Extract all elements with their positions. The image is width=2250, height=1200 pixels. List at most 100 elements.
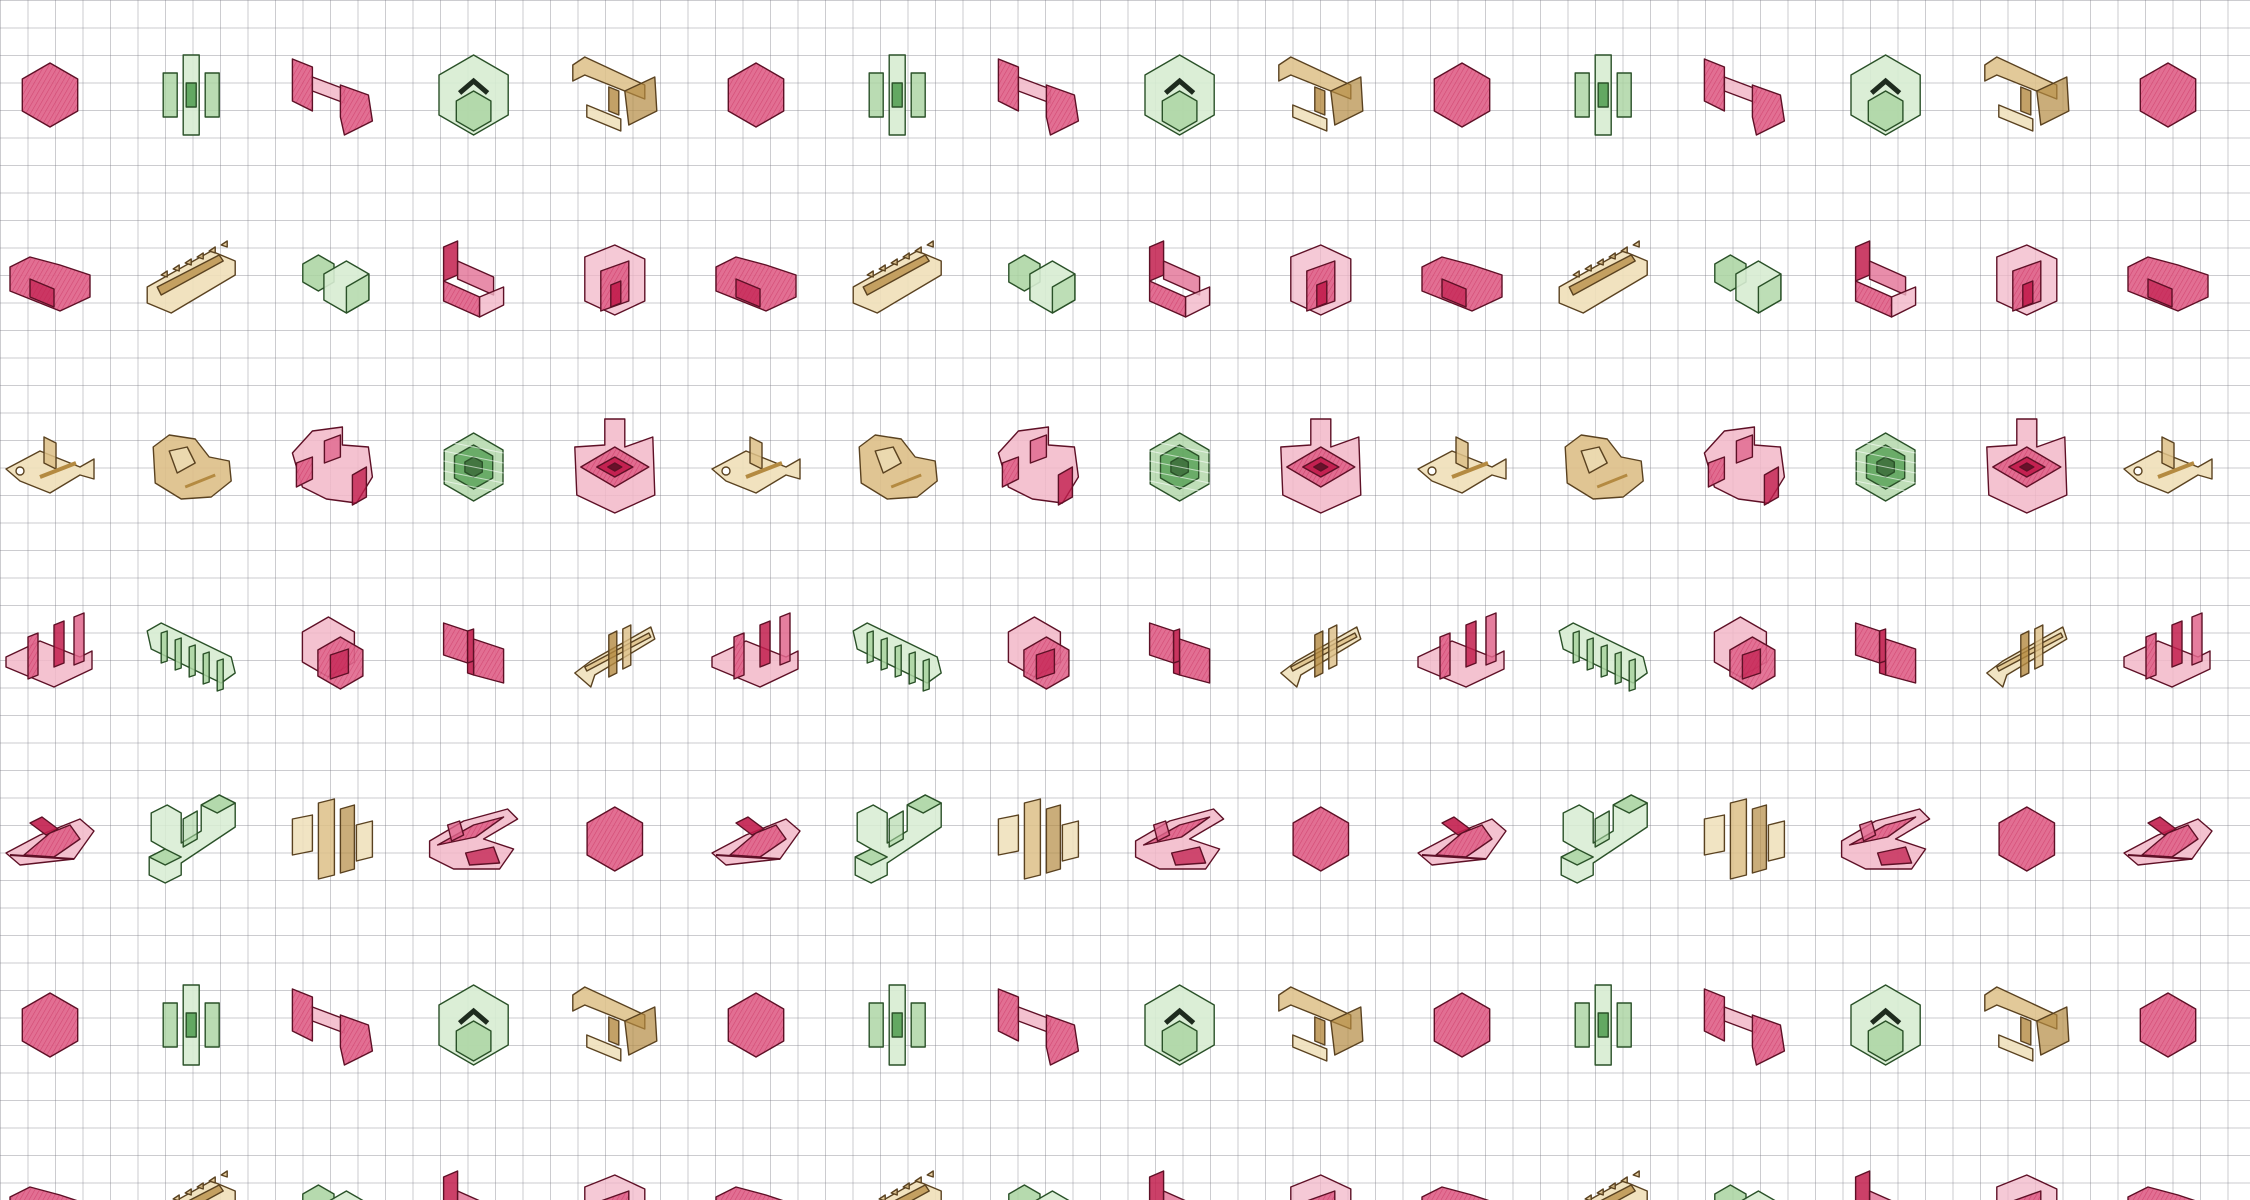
glyph-step-block-crimson (1854, 240, 1917, 318)
glyph-step-block-crimson (442, 240, 505, 318)
glyph-chevron-hex-green (438, 54, 509, 136)
glyph-hexagon-crimson (727, 992, 785, 1058)
glyph-twin-hex-green (1008, 1184, 1070, 1200)
glyph-flat-fan-crimson (1417, 816, 1507, 866)
glyph-chevron-hex-green (1850, 54, 1921, 136)
glyph-bridge-crimson (1703, 988, 1786, 1066)
glyph-blob-tan (152, 434, 232, 500)
glyph-wedge-crimson (9, 256, 91, 312)
glyph-mesh-block-crimson (584, 244, 646, 316)
glyph-cluster-crimson (1703, 426, 1786, 506)
glyph-slab-tan (172, 1170, 236, 1200)
glyph-hexagon-crimson (586, 806, 644, 872)
glyph-slab-tan (1558, 240, 1648, 314)
glyph-wedge-crimson (1421, 256, 1503, 312)
glyph-hexagon-crimson (727, 62, 785, 128)
glyph-mesh-block-crimson (584, 1174, 646, 1200)
glyph-comb-green (1558, 622, 1648, 692)
glyph-step-block-crimson (1854, 1170, 1892, 1200)
glyph-wedge-crimson (715, 256, 797, 312)
glyph-zigzag-green (148, 794, 236, 884)
glyph-columns-tan (997, 798, 1080, 880)
glyph-chevron-hex-green (1144, 54, 1215, 136)
glyph-chevron-hex-green (1850, 984, 1921, 1066)
glyph-mesh-block-crimson (1290, 244, 1352, 316)
glyph-cluster-crimson (997, 426, 1080, 506)
glyph-towers-crimson (711, 612, 799, 688)
glyph-bridge-crimson (997, 988, 1080, 1066)
glyph-split-block-crimson (442, 622, 505, 684)
glyph-cactus-green (1574, 54, 1632, 136)
glyph-twin-hex-green (302, 1184, 364, 1200)
glyph-wedge-crimson (2127, 1186, 2196, 1200)
glyph-nested-hex-crimson (1007, 616, 1070, 690)
glyph-flower-green (443, 432, 504, 502)
glyph-flower-green (1149, 432, 1210, 502)
glyph-twin-hex-green (1714, 1184, 1776, 1200)
glyph-nested-hex-crimson (301, 616, 364, 690)
glyph-lattice-tan (1280, 624, 1362, 688)
glyph-bridge-crimson (997, 58, 1080, 136)
glyph-bridge-crimson (291, 988, 374, 1066)
glyph-columns-tan (291, 798, 374, 880)
glyph-wedge-crimson (9, 1186, 78, 1200)
glyph-hexagon-crimson (21, 992, 79, 1058)
glyph-cactus-green (162, 984, 220, 1066)
glyph-lattice-tan (1986, 624, 2068, 688)
glyph-lattice-tan (574, 624, 656, 688)
glyph-zigzag-green (854, 794, 942, 884)
glyph-hexagon-crimson (1998, 806, 2056, 872)
glyph-blob-tan (858, 434, 938, 500)
glyph-cactus-green (868, 984, 926, 1066)
glyph-step-block-crimson (1148, 1170, 1186, 1200)
glyph-towers-crimson (5, 612, 93, 688)
glyph-flat-fan-crimson (5, 816, 95, 866)
glyph-slab-tan (852, 240, 942, 314)
glyph-stairs-tan (1984, 56, 2070, 132)
glyph-chevron-hex-green (438, 984, 509, 1066)
glyph-towers-crimson (1417, 612, 1505, 688)
glyph-twin-hex-green (1714, 254, 1782, 314)
glyph-radiant-crimson (1280, 418, 1362, 514)
glyph-cluster-crimson (291, 426, 374, 506)
glyph-flower-green (1855, 432, 1916, 502)
glyph-stairs-tan (1278, 56, 1364, 132)
glyph-twin-hex-green (302, 254, 370, 314)
glyph-wedge-crimson (715, 1186, 784, 1200)
glyph-hexagon-crimson (2139, 992, 2197, 1058)
glyph-split-block-crimson (1148, 622, 1211, 684)
glyph-step-block-crimson (1148, 240, 1211, 318)
glyph-step-block-crimson (442, 1170, 480, 1200)
glyph-fish-tan (1417, 436, 1507, 494)
glyph-radiant-crimson (574, 418, 656, 514)
glyph-flat-fan-crimson (2123, 816, 2213, 866)
glyph-cactus-green (1574, 984, 1632, 1066)
glyph-slab-tan (1584, 1170, 1648, 1200)
glyph-mesh-block-crimson (1290, 1174, 1352, 1200)
glyph-comb-green (146, 622, 236, 692)
glyph-comb-green (852, 622, 942, 692)
glyph-cactus-green (868, 54, 926, 136)
glyph-slab-tan (146, 240, 236, 314)
glyph-stairs-tan (1278, 986, 1364, 1062)
glyph-twin-hex-green (1008, 254, 1076, 314)
glyph-bridge-crimson (1703, 58, 1786, 136)
glyph-hexagon-crimson (2139, 62, 2197, 128)
glyph-fish-tan (5, 436, 95, 494)
glyph-flat-fan-crimson (711, 816, 801, 866)
glyph-fish-tan (2123, 436, 2213, 494)
glyph-fold-crimson (1840, 808, 1931, 870)
glyph-split-block-crimson (1854, 622, 1917, 684)
glyph-wedge-crimson (1421, 1186, 1490, 1200)
glyph-bridge-crimson (291, 58, 374, 136)
glyph-fold-crimson (428, 808, 519, 870)
glyph-chevron-hex-green (1144, 984, 1215, 1066)
glyph-hexagon-crimson (1292, 806, 1350, 872)
glyph-cactus-green (162, 54, 220, 136)
glyph-fish-tan (711, 436, 801, 494)
glyph-towers-crimson (2123, 612, 2211, 688)
glyph-hexagon-crimson (1433, 62, 1491, 128)
glyph-zigzag-green (1560, 794, 1648, 884)
